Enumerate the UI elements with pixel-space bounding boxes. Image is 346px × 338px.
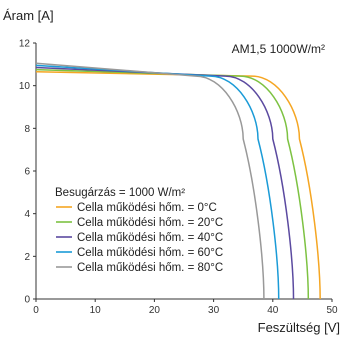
x-tick-label: 0	[33, 305, 39, 316]
series-line-0	[35, 71, 321, 300]
axes	[35, 43, 332, 300]
series-line-2	[35, 66, 295, 300]
y-tick-label: 12	[19, 39, 31, 50]
series-line-4	[35, 62, 265, 300]
y-tick-label: 6	[24, 167, 30, 178]
legend-entry-label: Cella működési hőm. = 40°C	[77, 232, 223, 244]
legend-title: Besugárzás = 1000 W/m²	[55, 187, 185, 199]
irradiance-annotation: AM1,5 1000W/m²	[232, 42, 325, 56]
legend-entry-label: Cella működési hőm. = 20°C	[77, 217, 223, 229]
x-tick-label: 30	[208, 305, 220, 316]
y-tick-label: 10	[19, 81, 31, 92]
y-tick-label: 8	[24, 124, 30, 135]
y-axis-title: Áram [A]	[3, 8, 54, 23]
legend: Besugárzás = 1000 W/m² Cella működési hő…	[55, 187, 223, 274]
x-axis-title: Feszültség [V]	[258, 320, 340, 335]
x-tick-label: 20	[149, 305, 161, 316]
series-curves	[35, 62, 321, 300]
x-tick-label: 50	[326, 305, 338, 316]
legend-entry-label: Cella működési hőm. = 80°C	[77, 262, 223, 274]
y-tick-label: 0	[24, 295, 30, 306]
series-line-3	[35, 64, 280, 300]
axis-ticks: 0 10 20 30 40 50 0 2 4 6 8 10 12	[19, 39, 338, 317]
y-tick-label: 4	[24, 209, 30, 220]
y-tick-label: 2	[24, 252, 30, 263]
x-tick-label: 40	[267, 305, 279, 316]
series-line-1	[35, 68, 310, 300]
legend-entry-label: Cella működési hőm. = 0°C	[77, 202, 217, 214]
x-tick-label: 10	[90, 305, 102, 316]
legend-entry-label: Cella működési hőm. = 60°C	[77, 247, 223, 259]
